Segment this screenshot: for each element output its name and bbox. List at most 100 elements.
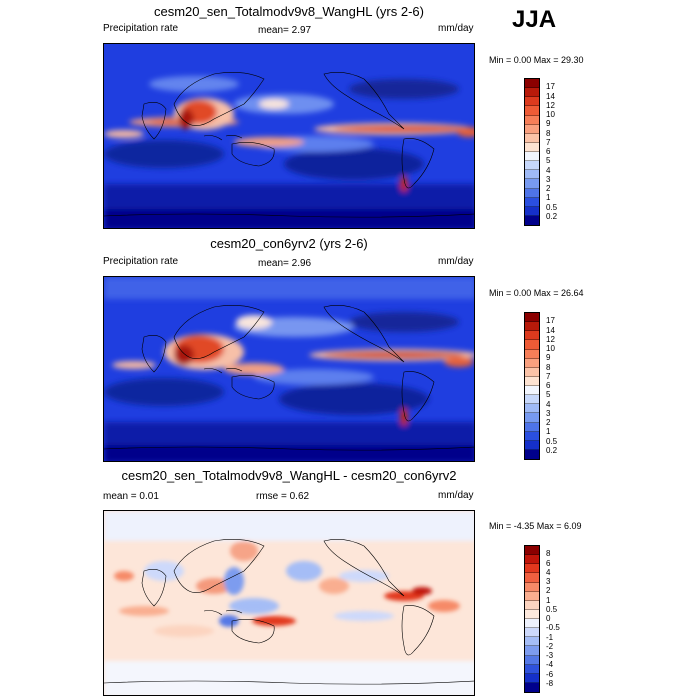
colorbar-segment	[525, 637, 539, 647]
colorbar-tick-label: 3	[546, 408, 551, 418]
colorbar-segment	[525, 322, 539, 332]
colorbar-segment	[525, 555, 539, 565]
colorbar-tick-label: 5	[546, 156, 551, 166]
colorbar-tick-label: 4	[546, 399, 551, 409]
colorbar-tick-label: 0.5	[546, 604, 558, 614]
colorbar-segment	[525, 395, 539, 405]
panel-3-units: mm/day	[438, 490, 474, 501]
colorbar-segment	[525, 591, 539, 601]
colorbar-tick-label: -8	[546, 678, 554, 688]
colorbar-segment	[525, 179, 539, 189]
colorbar-segment	[525, 197, 539, 207]
colorbar-segment	[525, 142, 539, 152]
panel-3-map	[103, 510, 475, 696]
colorbar-tick-label: 4	[546, 567, 551, 577]
colorbar-segment	[525, 152, 539, 162]
panel-2-units: mm/day	[438, 256, 474, 267]
colorbar-segment	[525, 170, 539, 180]
colorbar-tick-label: 6	[546, 147, 551, 156]
colorbar-segment	[525, 440, 539, 450]
panel-1-map	[103, 43, 475, 229]
colorbar-tick-label: -1	[546, 632, 554, 642]
colorbar-segment	[525, 133, 539, 143]
colorbar-segment	[525, 582, 539, 592]
colorbar-segment	[525, 682, 539, 692]
colorbar-tick-label: 7	[546, 371, 551, 381]
colorbar-tick-label: 17	[546, 316, 555, 326]
colorbar-tick-label: 8	[546, 128, 551, 138]
colorbar-tick-label: 9	[546, 119, 551, 129]
colorbar-tick-label: 8	[546, 362, 551, 372]
colorbar-tick-label: -4	[546, 660, 554, 670]
colorbar-segment	[525, 564, 539, 574]
colorbar-segment	[525, 188, 539, 198]
panel-2-map-graphic	[104, 277, 474, 461]
colorbar-segment	[525, 546, 539, 556]
colorbar-segment	[525, 376, 539, 386]
colorbar-tick-label: 1	[546, 427, 551, 437]
colorbar-segment	[525, 573, 539, 583]
colorbar-segment	[525, 673, 539, 683]
colorbar-segment	[525, 628, 539, 638]
panel-1-minmax: Min = 0.00 Max = 29.30	[489, 55, 584, 65]
colorbar-segment	[525, 404, 539, 414]
colorbar-tick-label: 12	[546, 334, 555, 344]
colorbar-segment	[525, 646, 539, 656]
colorbar-segment	[525, 124, 539, 134]
panel-2-mean-label: mean= 2.96	[258, 258, 312, 269]
colorbar-segment	[525, 313, 539, 323]
panel-2-map	[103, 276, 475, 462]
colorbar-tick-label: 0.2	[546, 211, 558, 221]
colorbar-tick-label: 10	[546, 344, 555, 353]
colorbar-tick-label: 10	[546, 110, 555, 119]
colorbar-segment	[525, 664, 539, 674]
panel-2-title: cesm20_con6yrv2 (yrs 2-6)	[210, 236, 368, 251]
colorbar-tick-label: 14	[546, 325, 555, 335]
panel-3-colorbar	[524, 545, 540, 693]
colorbar-tick-label: 5	[546, 390, 551, 400]
colorbar-segment	[525, 331, 539, 341]
colorbar-segment	[525, 609, 539, 619]
panel-2-minmax: Min = 0.00 Max = 26.64	[489, 288, 584, 298]
colorbar-segment	[525, 422, 539, 432]
panel-1-units: mm/day	[438, 23, 474, 34]
colorbar-tick-label: 4	[546, 165, 551, 175]
colorbar-segment	[525, 340, 539, 350]
colorbar-segment	[525, 367, 539, 377]
colorbar-tick-label: -2	[546, 641, 554, 651]
panel-3-title: cesm20_sen_Totalmodv9v8_WangHL - cesm20_…	[121, 468, 457, 483]
colorbar-tick-label: 6	[546, 381, 551, 390]
panel-3-map-graphic	[104, 511, 474, 695]
colorbar-tick-label: 17	[546, 82, 555, 92]
colorbar-tick-label: -3	[546, 651, 554, 660]
colorbar-segment	[525, 106, 539, 116]
colorbar-segment	[525, 386, 539, 396]
colorbar-tick-label: 3	[546, 577, 551, 586]
colorbar-segment	[525, 115, 539, 125]
colorbar-segment	[525, 358, 539, 368]
colorbar-segment	[525, 349, 539, 359]
colorbar-segment	[525, 97, 539, 107]
colorbar-segment	[525, 161, 539, 171]
colorbar-segment	[525, 88, 539, 98]
panel-1-map-graphic	[104, 44, 474, 228]
colorbar-segment	[525, 655, 539, 665]
colorbar-tick-label: 1	[546, 193, 551, 203]
colorbar-tick-label: 12	[546, 100, 555, 110]
panel-1-colorbar	[524, 78, 540, 226]
colorbar-tick-label: 14	[546, 91, 555, 101]
colorbar-tick-label: 8	[546, 549, 551, 559]
colorbar-segment	[525, 600, 539, 610]
colorbar-tick-label: 7	[546, 137, 551, 147]
colorbar-tick-label: 9	[546, 353, 551, 363]
colorbar-tick-label: -0.5	[546, 623, 560, 633]
colorbar-tick-label: 0.5	[546, 436, 558, 446]
colorbar-tick-label: 2	[546, 586, 551, 596]
colorbar-tick-label: 2	[546, 418, 551, 427]
colorbar-segment	[525, 431, 539, 441]
panel-3-rmse-label: rmse = 0.62	[256, 491, 310, 502]
panel-1-variable-label: Precipitation rate	[103, 23, 179, 34]
colorbar-tick-label: -6	[546, 669, 554, 679]
colorbar-segment	[525, 215, 539, 225]
panel-2-colorbar	[524, 312, 540, 460]
